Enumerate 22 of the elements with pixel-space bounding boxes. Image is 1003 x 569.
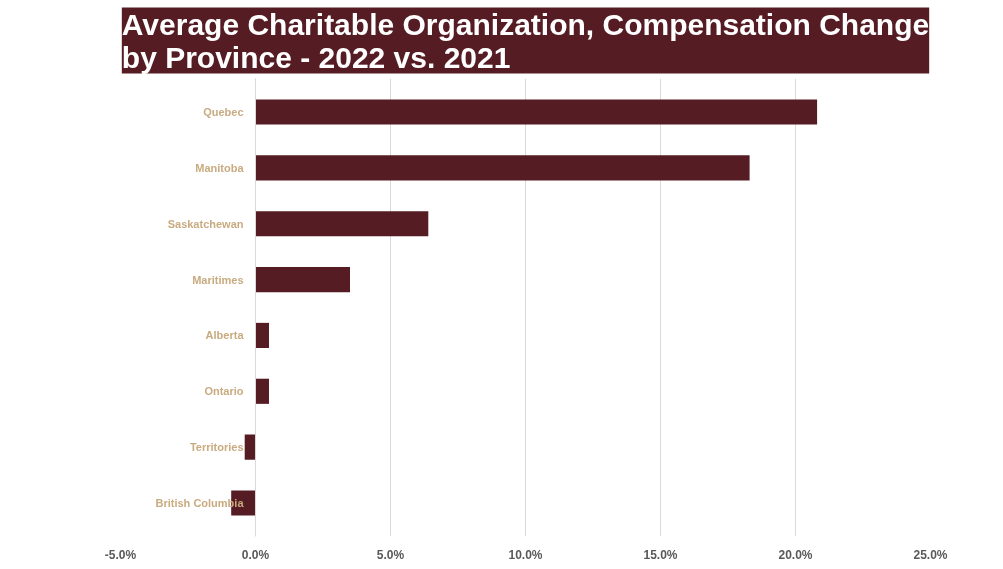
x-tick-label: 10.0%	[508, 547, 543, 562]
bar	[255, 322, 269, 348]
x-tick-label: -5.0%	[104, 547, 137, 562]
x-tick-label: 5.0%	[376, 547, 405, 562]
x-tick-label: 0.0%	[241, 547, 270, 562]
chart-title: Average Charitable Organization, Compensation Change by Province - 2022 vs. 2021	[121, 7, 930, 74]
y-tick-label: Territories	[189, 441, 244, 454]
x-tick-label: 25.0%	[913, 547, 948, 562]
bar	[255, 378, 269, 404]
bar	[255, 155, 750, 181]
y-tick-label: Ontario	[204, 385, 244, 398]
bar	[255, 267, 350, 293]
y-tick-label: Maritimes	[192, 273, 244, 286]
y-tick-label: Alberta	[205, 329, 245, 342]
y-tick-label: Manitoba	[195, 161, 245, 174]
y-tick-label: Quebec	[203, 106, 244, 119]
x-tick-label: 15.0%	[643, 547, 678, 562]
bar	[244, 434, 256, 460]
bar	[255, 99, 818, 125]
bar	[255, 211, 429, 237]
x-tick-label: 20.0%	[778, 547, 813, 562]
y-tick-label: Saskatchewan	[167, 217, 244, 230]
